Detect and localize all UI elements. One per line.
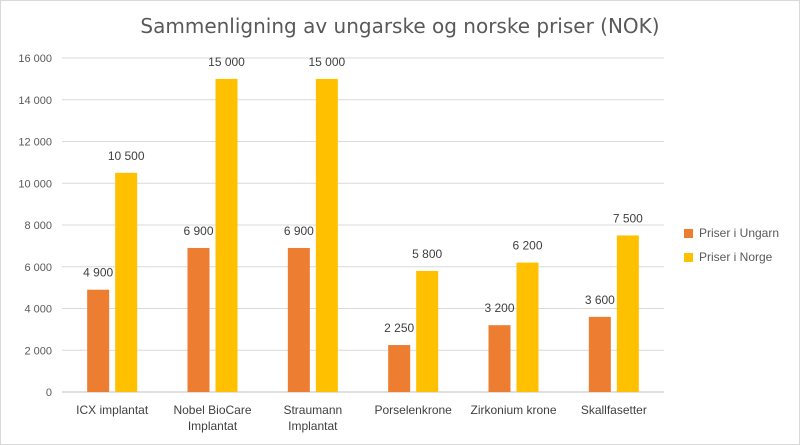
bar: [115, 172, 138, 392]
x-tick-label: Implantat: [288, 419, 338, 433]
y-axis: 0 2 000 4 000 6 000 8 000 10 000 12 000 14 000 1…: [18, 53, 52, 399]
data-label: 3 600: [585, 293, 615, 307]
bar: [388, 345, 411, 392]
data-label: 3 200: [484, 301, 514, 315]
y-tick-label: 12 000: [18, 137, 52, 149]
x-tick-label: ICX implantat: [76, 403, 149, 417]
data-label: 5 800: [412, 247, 442, 261]
data-label: 6 900: [284, 224, 314, 238]
legend-item-ungarn: Priser i Ungarn: [684, 221, 779, 245]
data-label: 15 000: [308, 55, 345, 69]
y-tick-label: 4 000: [24, 304, 52, 316]
bar: [315, 78, 338, 392]
bar: [87, 289, 110, 392]
legend-swatch-norge: [684, 252, 693, 262]
y-tick-label: 10 000: [18, 178, 52, 190]
y-tick-label: 16 000: [18, 53, 52, 65]
bar: [616, 235, 639, 392]
bar: [287, 247, 310, 392]
y-tick-label: 6 000: [24, 262, 52, 274]
y-tick-label: 14 000: [18, 95, 52, 107]
x-tick-label: Porselenkrone: [374, 403, 452, 417]
data-label: 6 200: [512, 239, 542, 253]
y-tick-label: 0: [46, 387, 52, 399]
data-label: 10 500: [108, 149, 145, 163]
y-tick-label: 2 000: [24, 345, 52, 357]
bar: [588, 316, 611, 392]
data-label: 6 900: [183, 224, 213, 238]
chart-title: Sammenligning av ungarske og norske pris…: [140, 14, 660, 38]
x-tick-label: Zirkonium krone: [470, 403, 556, 417]
bar: [187, 247, 210, 392]
x-tick-label: Nobel BioCare: [173, 403, 251, 417]
bar: [215, 78, 238, 392]
bar: [488, 325, 511, 392]
x-tick-label: Skallfasetter: [581, 403, 647, 417]
y-tick-label: 8 000: [24, 220, 52, 232]
legend-item-norge: Priser i Norge: [684, 245, 779, 269]
legend: Priser i Ungarn Priser i Norge: [684, 221, 779, 269]
bars: 4 900 10 500 6 900 15 000 6 900 15 000 2 250 5 …: [83, 55, 643, 392]
x-tick-label: Implantat: [188, 419, 238, 433]
data-label: 7 500: [613, 211, 643, 225]
x-axis: ICX implantat Nobel BioCare Implantat Strau…: [76, 403, 647, 433]
legend-label-norge: Priser i Norge: [699, 250, 773, 264]
data-label: 2 250: [384, 321, 414, 335]
data-label: 4 900: [83, 266, 113, 280]
data-label: 15 000: [208, 55, 245, 69]
bar: [516, 262, 539, 392]
legend-swatch-ungarn: [684, 228, 693, 238]
bar: [416, 270, 439, 392]
legend-label-ungarn: Priser i Ungarn: [699, 226, 780, 240]
x-tick-label: Straumann: [283, 403, 342, 417]
gridlines: [62, 57, 664, 393]
